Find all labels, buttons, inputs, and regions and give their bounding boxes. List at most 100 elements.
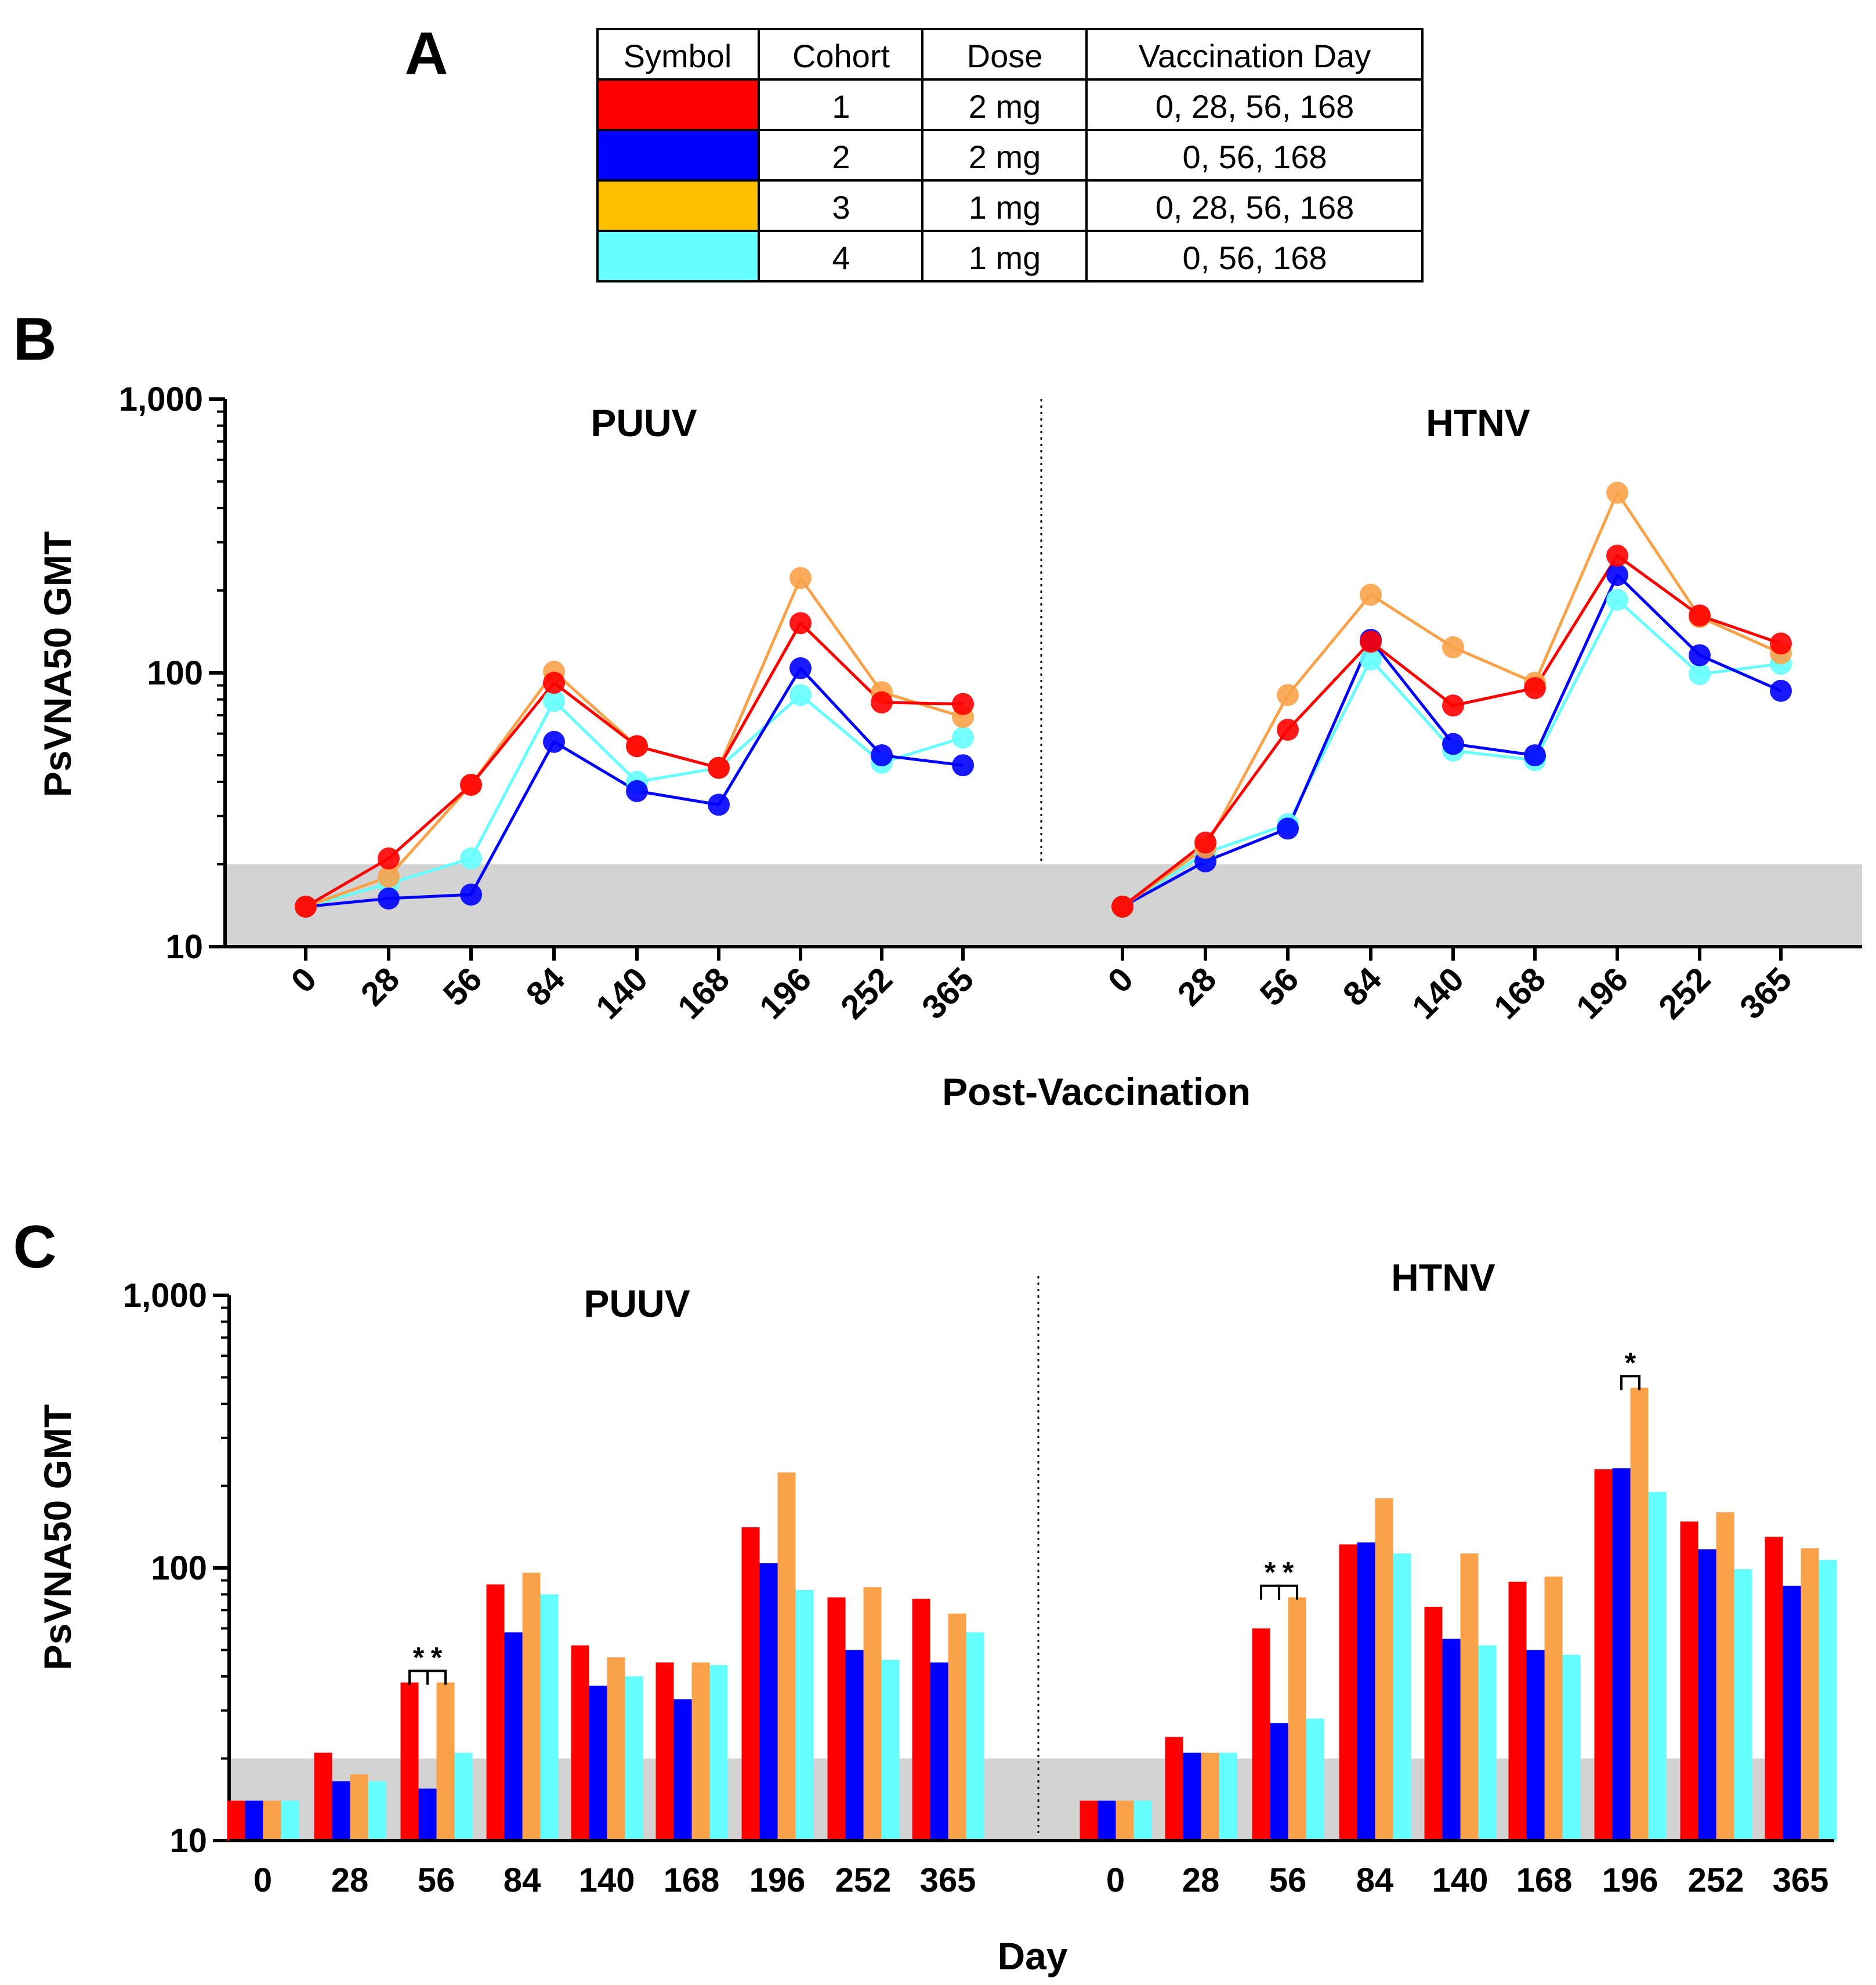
c-puuv-bar-cohort-2-day-0 xyxy=(245,1801,263,1841)
table-cohort-1: 1 xyxy=(832,88,850,125)
c-htnv-bar-cohort-3-day-56 xyxy=(1288,1597,1306,1841)
b-puuv-point-cohort-1-day-168 xyxy=(708,756,730,779)
c-puuv-bar-cohort-1-day-28 xyxy=(314,1752,332,1841)
legend-table: Symbol Cohort Dose Vaccination Day 1 2 m… xyxy=(624,38,1371,276)
c-htnv-x-tick-label-252: 252 xyxy=(1688,1861,1744,1899)
panel-b-htnv-title: HTNV xyxy=(1426,401,1530,444)
b-htnv-point-cohort-1-day-196 xyxy=(1606,544,1628,567)
c-htnv-bar-cohort-3-day-0 xyxy=(1116,1801,1134,1841)
c-htnv-x-tick-label-28: 28 xyxy=(1182,1861,1220,1899)
table-cohort-3: 3 xyxy=(832,189,850,226)
c-htnv-bar-cohort-4-day-28 xyxy=(1219,1752,1237,1841)
c-puuv-x-tick-label-365: 365 xyxy=(920,1861,976,1899)
b-htnv-point-cohort-1-day-28 xyxy=(1194,831,1216,854)
table-days-1: 0, 28, 56, 168 xyxy=(1156,88,1355,125)
c-htnv-bar-cohort-2-day-0 xyxy=(1098,1801,1116,1841)
c-puuv-bar-cohort-1-day-252 xyxy=(827,1597,846,1841)
b-puuv-point-cohort-2-day-56 xyxy=(460,883,482,906)
c-htnv-bar-cohort-1-day-140 xyxy=(1424,1607,1443,1841)
c-htnv-bar-cohort-4-day-56 xyxy=(1306,1718,1324,1841)
b-htnv-point-cohort-4-day-252 xyxy=(1689,663,1711,686)
c-puuv-bar-cohort-3-day-196 xyxy=(777,1472,796,1841)
c-puuv-x-tick-label-140: 140 xyxy=(579,1861,635,1899)
b-htnv-point-cohort-2-day-168 xyxy=(1524,744,1546,767)
c-puuv-bar-cohort-2-day-28 xyxy=(332,1781,350,1841)
c-puuv-bar-cohort-1-day-365 xyxy=(912,1599,930,1841)
c-htnv-x-tick-label-196: 196 xyxy=(1602,1861,1658,1899)
b-htnv-point-cohort-2-day-140 xyxy=(1442,733,1464,755)
c-htnv-bar-cohort-1-day-0 xyxy=(1080,1801,1098,1841)
b-puuv-point-cohort-4-day-56 xyxy=(460,847,482,870)
c-puuv-bar-cohort-1-day-56 xyxy=(400,1682,419,1841)
b-y-tick-label-100: 100 xyxy=(147,654,203,692)
b-puuv-point-cohort-2-day-365 xyxy=(952,754,974,777)
b-puuv-point-cohort-2-day-168 xyxy=(708,794,730,816)
panel-b-puuv-title: PUUV xyxy=(591,401,697,444)
c-puuv-x-tick-label-28: 28 xyxy=(331,1861,369,1899)
b-lod-band xyxy=(225,864,1862,947)
b-puuv-point-cohort-2-day-196 xyxy=(789,657,812,679)
c-puuv-bar-cohort-4-day-252 xyxy=(881,1660,900,1841)
c-htnv-bar-cohort-3-day-196 xyxy=(1630,1388,1649,1841)
b-htnv-point-cohort-2-day-196 xyxy=(1606,564,1628,586)
b-htnv-point-cohort-2-day-365 xyxy=(1770,679,1792,702)
c-puuv-bar-cohort-3-day-28 xyxy=(350,1774,368,1841)
c-htnv-bar-cohort-4-day-252 xyxy=(1734,1569,1752,1841)
table-border xyxy=(596,28,1424,282)
c-htnv-bar-cohort-2-day-196 xyxy=(1612,1468,1631,1841)
b-htnv-point-cohort-4-day-196 xyxy=(1606,588,1628,611)
c-htnv-bar-cohort-2-day-252 xyxy=(1698,1549,1716,1841)
c-htnv-bar-cohort-3-day-365 xyxy=(1801,1548,1819,1841)
c-htnv-bar-cohort-2-day-365 xyxy=(1783,1585,1801,1841)
c-puuv-bar-cohort-2-day-140 xyxy=(589,1685,607,1841)
legend-table-grid xyxy=(596,28,1424,282)
table-header-vaccination-day: Vaccination Day xyxy=(1139,38,1371,74)
c-puuv-bar-cohort-4-day-365 xyxy=(966,1632,984,1841)
c-htnv-bar-cohort-1-day-252 xyxy=(1680,1522,1698,1841)
b-htnv-point-cohort-1-day-0 xyxy=(1111,896,1133,918)
c-htnv-sig-bracket-56-1 xyxy=(1278,1584,1298,1600)
b-htnv-point-cohort-1-day-84 xyxy=(1360,631,1382,653)
c-puuv-bar-cohort-3-day-84 xyxy=(522,1573,541,1841)
c-puuv-bar-cohort-1-day-168 xyxy=(655,1662,674,1841)
table-days-2: 0, 56, 168 xyxy=(1182,139,1327,175)
b-puuv-point-cohort-4-day-84 xyxy=(543,690,565,712)
b-puuv-point-cohort-1-day-84 xyxy=(543,672,565,694)
c-puuv-x-tick-label-56: 56 xyxy=(418,1861,455,1899)
b-y-tick-label-1000: 1,000 xyxy=(119,381,203,418)
c-htnv-bar-cohort-4-day-84 xyxy=(1393,1553,1411,1841)
c-htnv-bar-cohort-2-day-28 xyxy=(1183,1752,1201,1841)
b-puuv-point-cohort-1-day-365 xyxy=(952,693,974,715)
panel-c-label: C xyxy=(13,1214,56,1281)
b-puuv-point-cohort-4-day-365 xyxy=(952,726,974,749)
legend-swatch-cohort-4 xyxy=(597,231,759,281)
table-cohort-2: 2 xyxy=(832,139,850,175)
b-y-tick-label-10: 10 xyxy=(165,928,203,966)
c-puuv-bar-cohort-2-day-252 xyxy=(845,1650,864,1841)
c-htnv-sig-star-56-0: * xyxy=(1265,1556,1276,1589)
panel-c-puuv-title: PUUV xyxy=(584,1282,690,1325)
c-puuv-sig-star-56-0: * xyxy=(413,1642,425,1674)
panel-b-y-axis-title: PsVNA50 GMT xyxy=(36,531,79,797)
b-htnv-point-cohort-3-day-84 xyxy=(1360,584,1382,606)
c-puuv-bar-cohort-1-day-0 xyxy=(227,1801,245,1841)
b-puuv-point-cohort-1-day-140 xyxy=(626,735,648,758)
c-htnv-x-tick-label-168: 168 xyxy=(1516,1861,1573,1899)
c-htnv-bar-cohort-1-day-28 xyxy=(1165,1737,1183,1841)
c-puuv-bar-cohort-4-day-0 xyxy=(281,1801,299,1841)
c-puuv-x-tick-label-0: 0 xyxy=(253,1861,272,1899)
c-htnv-x-tick-label-140: 140 xyxy=(1432,1861,1489,1899)
b-puuv-point-cohort-2-day-140 xyxy=(626,780,648,802)
c-htnv-bar-cohort-4-day-365 xyxy=(1819,1560,1837,1841)
table-dose-1: 2 mg xyxy=(969,88,1041,125)
c-puuv-bar-cohort-1-day-196 xyxy=(741,1527,760,1841)
c-puuv-bar-cohort-2-day-84 xyxy=(504,1632,523,1841)
c-htnv-bar-cohort-3-day-252 xyxy=(1716,1512,1734,1841)
c-htnv-bar-cohort-2-day-56 xyxy=(1270,1723,1288,1841)
b-htnv-point-cohort-1-day-365 xyxy=(1770,632,1792,655)
legend-swatch-cohort-1 xyxy=(597,79,759,130)
c-htnv-bar-cohort-3-day-84 xyxy=(1375,1498,1393,1841)
c-htnv-x-tick-label-0: 0 xyxy=(1106,1861,1125,1899)
c-htnv-bar-cohort-4-day-168 xyxy=(1562,1654,1581,1841)
